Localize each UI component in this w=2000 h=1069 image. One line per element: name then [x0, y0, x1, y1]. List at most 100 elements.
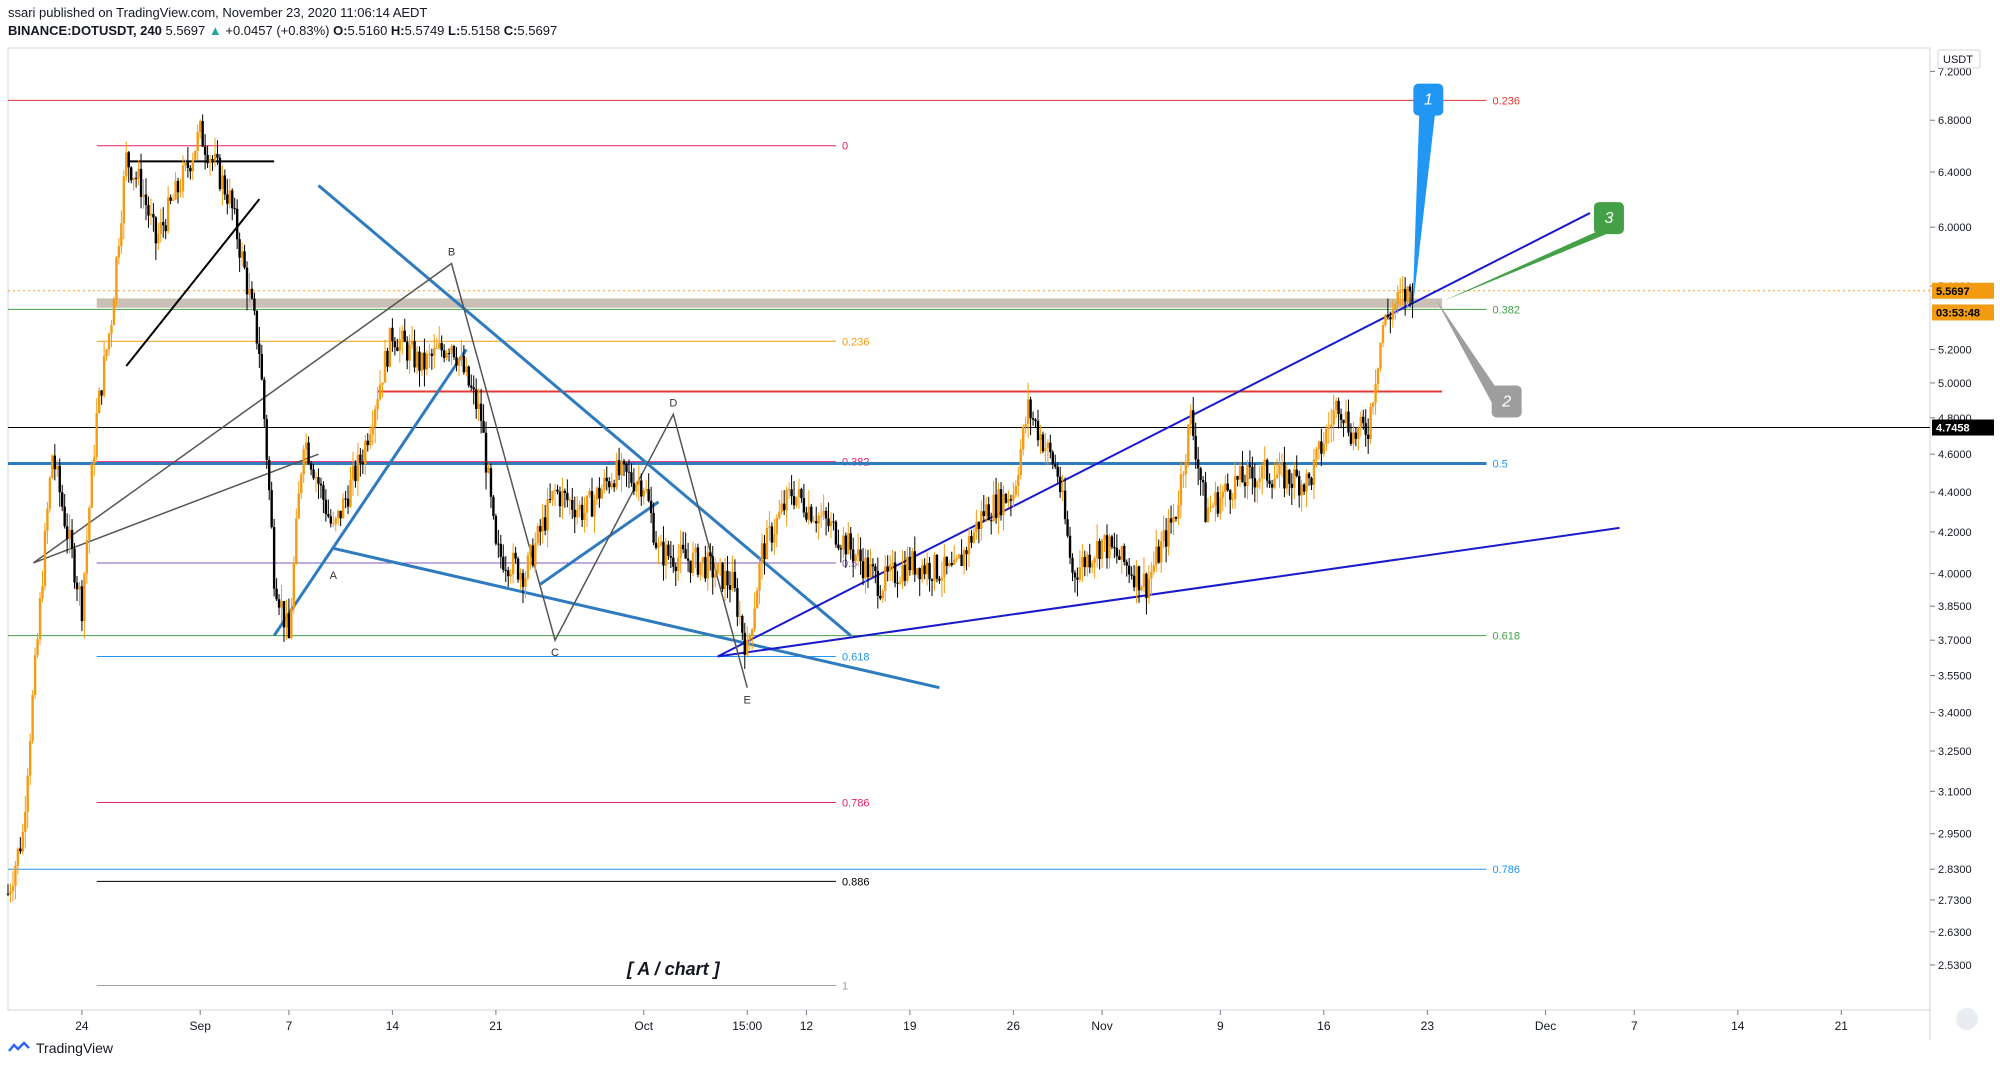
- candle-body: [1086, 554, 1089, 568]
- candle-body: [364, 440, 367, 465]
- candle-body: [1051, 452, 1054, 465]
- candle-body: [1293, 469, 1296, 488]
- candle-body: [253, 298, 256, 311]
- settings-gear-icon[interactable]: [1956, 1008, 1978, 1030]
- candle-body: [80, 586, 84, 622]
- candle-body: [371, 426, 374, 435]
- candle-body: [24, 811, 27, 832]
- candle-body: [378, 384, 382, 400]
- candle-body: [1310, 478, 1313, 485]
- candle-body: [1113, 547, 1116, 549]
- candle-body: [645, 489, 648, 491]
- candle-body: [1024, 424, 1027, 427]
- callout-3-pointer: [1442, 230, 1616, 302]
- candle-body: [1044, 448, 1047, 452]
- candle-body: [778, 511, 781, 518]
- candle-body: [543, 517, 547, 531]
- candle-body: [610, 483, 613, 488]
- pattern-point-label: E: [744, 695, 751, 707]
- candle-body: [349, 479, 352, 507]
- candle-body: [918, 568, 921, 580]
- fib-label-left: 0: [842, 141, 848, 153]
- candle-body: [1243, 482, 1247, 487]
- candle-body: [1142, 573, 1146, 587]
- candle-body: [603, 477, 606, 490]
- candle-body: [1334, 400, 1338, 411]
- x-tick-label: Nov: [1091, 1019, 1112, 1033]
- candle-body: [558, 491, 562, 507]
- x-tick-label: 15:00: [732, 1019, 762, 1033]
- candle-body: [743, 632, 746, 655]
- candle-body: [169, 197, 172, 201]
- candle-body: [608, 481, 611, 488]
- candle-body: [6, 893, 10, 895]
- candle-body: [162, 222, 165, 226]
- y-tick-label: 6.8000: [1938, 115, 1972, 127]
- candle-body: [1026, 399, 1030, 425]
- candle-body: [950, 562, 953, 565]
- candle-body: [1137, 566, 1141, 591]
- candle-body: [157, 233, 160, 244]
- candle-body: [1041, 434, 1045, 452]
- candle-body: [842, 535, 845, 550]
- open-value: 5.5160: [347, 23, 388, 38]
- candle-body: [1017, 475, 1020, 486]
- candle-body: [487, 468, 490, 473]
- candle-body: [827, 518, 830, 527]
- change-value: +0.0457 (+0.83%): [225, 23, 330, 38]
- candle-body: [637, 480, 641, 485]
- candle-body: [691, 552, 695, 573]
- callout-1-label: 1: [1424, 92, 1433, 109]
- candle-body: [307, 442, 310, 464]
- fib-label-right: 0.786: [1492, 864, 1520, 876]
- candle-body: [541, 517, 544, 532]
- candle-body: [598, 487, 601, 499]
- candle-body: [726, 570, 729, 586]
- candle-body: [516, 558, 520, 580]
- candle-body: [112, 299, 116, 326]
- candle-body: [1046, 442, 1050, 449]
- candle-body: [1199, 468, 1202, 480]
- candle-body: [410, 341, 414, 345]
- candles-layer: [6, 114, 1414, 903]
- chart-header: ssari published on TradingView.com, Nove…: [8, 4, 557, 40]
- candle-body: [166, 197, 170, 232]
- candle-body: [605, 477, 608, 482]
- candle-body: [1248, 465, 1252, 467]
- x-tick-label: 14: [1731, 1019, 1745, 1033]
- callout-3-box: [1593, 202, 1624, 235]
- candle-body: [521, 573, 525, 587]
- candle-body: [711, 556, 714, 578]
- candle-body: [21, 831, 24, 852]
- candle-body: [561, 490, 564, 507]
- candle-body: [38, 598, 42, 639]
- candle-body: [938, 578, 941, 581]
- candle-body: [447, 353, 451, 355]
- candle-body: [548, 499, 552, 501]
- candle-body: [137, 168, 140, 179]
- candle-body: [551, 491, 554, 500]
- candle-body: [953, 559, 956, 565]
- candle-body: [617, 460, 621, 476]
- candle-body: [679, 544, 682, 558]
- candle-body: [292, 562, 296, 609]
- wedge-inner-line: [272, 348, 468, 637]
- high-value: 5.5749: [404, 23, 445, 38]
- candle-body: [164, 225, 167, 232]
- candle-body: [716, 563, 719, 574]
- candle-body: [1095, 541, 1099, 559]
- candle-body: [450, 346, 453, 354]
- candle-body: [401, 330, 404, 340]
- candle-body: [1263, 459, 1266, 466]
- candle-body: [369, 434, 372, 446]
- x-tick-label: Dec: [1535, 1019, 1556, 1033]
- candle-body: [1071, 557, 1074, 573]
- candle-body: [1366, 434, 1370, 439]
- y-tick-label: 2.9500: [1938, 829, 1972, 841]
- candle-body: [994, 494, 998, 519]
- candle-body: [474, 389, 478, 409]
- candle-body: [696, 547, 700, 575]
- candle-body: [1265, 459, 1269, 481]
- candle-body: [1362, 416, 1365, 424]
